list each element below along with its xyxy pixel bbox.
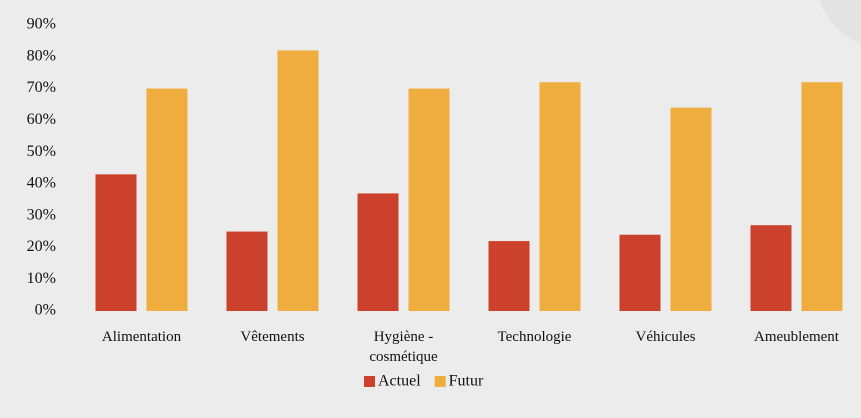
x-tick-label: Véhicules — [635, 329, 696, 345]
bar — [408, 88, 450, 311]
x-tick-label: Alimentation — [101, 329, 182, 345]
decoration — [819, 0, 861, 45]
x-tick-label: Vêtements — [240, 329, 305, 345]
y-tick-label: 60% — [27, 111, 56, 128]
legend-label: Actuel — [378, 373, 421, 390]
bar — [488, 241, 530, 311]
y-tick-label: 10% — [27, 270, 56, 287]
bar — [619, 234, 661, 311]
x-tick-label: Ameublement — [754, 329, 839, 345]
bar — [277, 50, 319, 312]
bar — [539, 82, 581, 311]
y-tick-label: 90% — [27, 16, 56, 33]
bar — [670, 107, 712, 311]
bar — [226, 231, 268, 311]
bar — [146, 88, 188, 311]
y-tick-label: 70% — [27, 79, 56, 96]
bar — [750, 225, 792, 311]
y-tick-label: 30% — [27, 206, 56, 223]
bar — [95, 174, 137, 311]
y-tick-label: 80% — [27, 47, 56, 64]
x-tick-label: Technologie — [497, 329, 572, 345]
legend-swatch — [364, 376, 375, 387]
y-tick-label: 20% — [27, 238, 56, 255]
y-tick-label: 0% — [35, 302, 56, 319]
bar — [801, 82, 843, 311]
y-tick-label: 50% — [27, 143, 56, 160]
legend-swatch — [434, 376, 446, 387]
x-tick-label: Hygiène - cosmétique — [369, 329, 438, 365]
y-tick-label: 40% — [27, 175, 56, 192]
legend-label: Futur — [449, 373, 484, 390]
bar — [357, 193, 399, 311]
